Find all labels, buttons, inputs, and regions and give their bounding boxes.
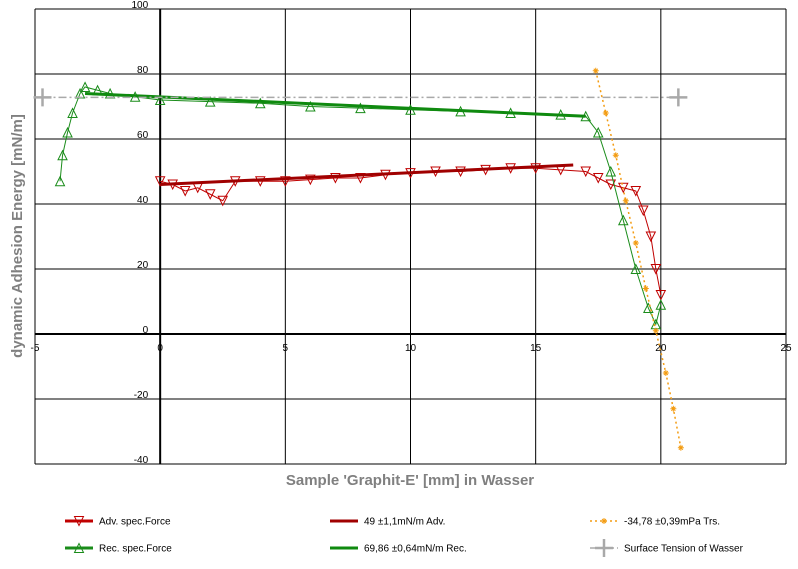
data-point xyxy=(592,67,599,74)
y-tick-label: 20 xyxy=(137,260,149,271)
data-point xyxy=(670,405,677,412)
data-point xyxy=(645,231,657,243)
data-point xyxy=(632,240,639,246)
data-point xyxy=(580,166,592,178)
legend-item: Adv. spec.Force xyxy=(65,517,171,528)
legend-marker xyxy=(601,518,607,524)
data-point xyxy=(305,100,316,112)
data-point xyxy=(643,302,654,313)
data-point xyxy=(669,88,688,107)
legend-label: Surface Tension of Wasser xyxy=(624,544,744,555)
data-point xyxy=(677,444,684,451)
series-line xyxy=(84,92,586,118)
data-point xyxy=(204,96,216,107)
legend-label: 49 ±1,1mN/m Adv. xyxy=(364,517,445,528)
data-point xyxy=(33,88,52,107)
data-point xyxy=(204,189,216,200)
data-point xyxy=(154,94,166,105)
y-tick-label: -20 xyxy=(134,390,149,401)
legend-label: -34,78 ±0,39mPa Trs. xyxy=(624,517,720,528)
legend-item: 69,86 ±0,64mN/m Rec. xyxy=(330,544,467,555)
y-tick-label: 100 xyxy=(131,0,148,11)
x-tick-label: 15 xyxy=(530,343,542,354)
x-tick-label: 25 xyxy=(780,343,792,354)
legend-label: Rec. spec.Force xyxy=(99,544,172,555)
data-point xyxy=(630,263,642,274)
y-tick-label: 40 xyxy=(137,195,149,206)
legend-marker xyxy=(595,539,613,557)
data-point xyxy=(662,370,669,376)
data-point xyxy=(642,285,649,292)
data-point xyxy=(602,110,609,116)
data-point xyxy=(655,290,667,301)
x-tick-label: 5 xyxy=(283,343,289,354)
data-point xyxy=(179,186,191,197)
x-tick-label: 10 xyxy=(405,343,417,354)
legend-marker xyxy=(73,516,85,527)
legend-label: Adv. spec.Force xyxy=(99,517,171,528)
data-point xyxy=(355,102,366,114)
data-point xyxy=(638,205,649,217)
legend-item: -34,78 ±0,39mPa Trs. xyxy=(590,517,720,528)
x-axis-title: Sample 'Graphit-E' [mm] in Wasser xyxy=(286,472,534,489)
legend-item: Surface Tension of Wasser xyxy=(590,544,744,555)
data-point xyxy=(650,264,662,275)
data-point xyxy=(330,173,341,184)
data-point xyxy=(79,81,91,92)
data-point xyxy=(355,173,366,184)
y-tick-label: 0 xyxy=(143,325,149,336)
data-point xyxy=(617,214,629,226)
legend-item: 49 ±1,1mN/m Adv. xyxy=(330,517,445,528)
data-point xyxy=(592,126,604,138)
legend-marker xyxy=(73,542,85,553)
data-point xyxy=(592,173,604,184)
legend-label: 69,86 ±0,64mN/m Rec. xyxy=(364,544,467,555)
data-point xyxy=(280,176,291,187)
series-line xyxy=(595,70,682,448)
data-point xyxy=(655,299,667,310)
legend-item: Rec. spec.Force xyxy=(65,544,172,555)
y-tick-label: -40 xyxy=(134,455,149,466)
data-point xyxy=(617,182,629,194)
data-point xyxy=(62,126,73,138)
x-tick-label: 20 xyxy=(655,343,667,354)
data-point xyxy=(57,149,68,161)
data-point xyxy=(67,107,78,118)
data-point xyxy=(652,327,659,334)
y-tick-label: 80 xyxy=(137,65,149,76)
data-point xyxy=(254,97,266,109)
data-point xyxy=(217,195,229,207)
data-point xyxy=(605,165,617,177)
y-axis-title: dynamic Adhesion Energy [mN/m] xyxy=(9,114,26,358)
y-tick-label: 60 xyxy=(137,130,149,141)
data-point xyxy=(54,175,66,187)
data-point xyxy=(622,197,629,204)
data-point xyxy=(605,179,617,191)
series-line xyxy=(59,86,662,326)
data-point xyxy=(630,186,642,197)
data-point xyxy=(154,176,166,187)
data-point xyxy=(612,152,619,159)
series-line xyxy=(160,163,574,186)
x-tick-label: -5 xyxy=(31,343,40,354)
data-point xyxy=(305,174,316,186)
